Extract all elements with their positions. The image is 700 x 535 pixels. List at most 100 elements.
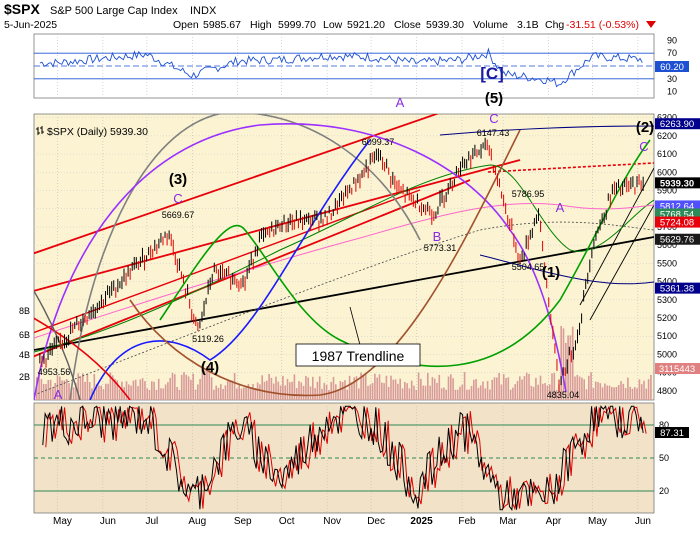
volume-bar [578, 376, 581, 400]
rsi-grid [34, 34, 654, 98]
volume-bar [185, 374, 188, 400]
right-value-tag [655, 363, 700, 374]
volume-bar [484, 388, 487, 400]
volume-bar [567, 335, 569, 400]
volume-bar [190, 379, 192, 400]
volume-bar [68, 383, 70, 400]
volume-bar [59, 376, 61, 400]
volume-bar [445, 389, 447, 400]
stoch-scale-label: 50 [659, 453, 669, 463]
price-scale-label: 6200 [657, 131, 677, 141]
price-label-5786: 5786.95 [512, 189, 545, 199]
volume-bar [194, 389, 197, 400]
price-scale-label: 5300 [657, 295, 677, 305]
volume-bar [588, 375, 590, 400]
volume-bar [507, 377, 510, 400]
volume-bar [144, 381, 146, 400]
open-value: 5985.67 [203, 19, 241, 31]
volume-bar [415, 389, 418, 400]
right-value-tag [655, 200, 700, 212]
volume-bar [42, 383, 45, 400]
green-ma [34, 164, 654, 353]
cycle-arc-left-gray [34, 289, 81, 400]
volume-bar [247, 384, 250, 400]
high-value: 5999.70 [278, 19, 316, 31]
volume-bar [275, 376, 277, 400]
volume-bar [88, 382, 91, 400]
wave-label-2-c: C [639, 139, 648, 154]
volume-bar [546, 385, 549, 400]
price-scale-label: 5600 [657, 240, 677, 250]
volume-bar [631, 388, 634, 400]
volume-bar [537, 384, 539, 400]
volume-bar [210, 377, 213, 400]
volume-bar [277, 381, 280, 400]
low-label: Low [323, 19, 343, 31]
volume-bar [325, 384, 328, 400]
volume-bar [383, 383, 385, 400]
date-tick-label: Aug [188, 516, 206, 527]
volume-bar [174, 374, 176, 400]
volume-bar [65, 379, 68, 400]
volume-bar [201, 365, 204, 400]
volume-bar [413, 385, 415, 400]
volume-bar [128, 384, 130, 400]
volume-bar [436, 382, 438, 400]
volume-bar [203, 370, 206, 400]
stochastic-pane: 80 50 20 87.31 [33, 402, 689, 514]
volume-bar [261, 375, 263, 400]
volume-bar [376, 377, 378, 400]
right-value-tag [655, 177, 700, 189]
red-resistance-dashed [487, 162, 654, 173]
volume-bar [151, 381, 153, 400]
volume-bar [371, 383, 374, 400]
date-tick-label: Jun [100, 516, 116, 527]
volume-bar [438, 374, 441, 400]
volume-bar [346, 389, 349, 400]
stoch-scale-label: 20 [659, 486, 669, 496]
volume-bar [146, 388, 148, 400]
volume-bar [157, 378, 160, 400]
volume-bar [291, 381, 293, 400]
volume-bar [300, 382, 303, 400]
cycle-arc-purple [34, 123, 567, 400]
volume-bar [272, 383, 275, 400]
volume-bar [530, 385, 533, 400]
volume-bar [178, 389, 181, 400]
volume-bar [569, 335, 572, 400]
volume-bar [429, 385, 431, 400]
volume-bar [109, 372, 112, 400]
volume-bar [555, 389, 558, 400]
price-label-4835: 4835.04 [547, 390, 580, 400]
price-legend-text: $SPX (Daily) 5939.30 [47, 126, 148, 138]
volume-bar [599, 383, 602, 400]
volume-bar [468, 389, 470, 400]
rsi-last-badge [655, 61, 689, 72]
date-tick-label: Feb [458, 516, 476, 527]
volume-bar [367, 385, 369, 400]
volume-bar [249, 387, 252, 400]
volume-bar [111, 375, 114, 400]
bar-chart-icon [36, 126, 44, 135]
close-value: 5939.30 [426, 19, 464, 31]
volume-bar [224, 385, 227, 400]
volume-bar [245, 387, 247, 400]
blue-ma-upper [439, 125, 654, 136]
volume-bar [307, 377, 309, 400]
date-tick-label: Apr [546, 516, 562, 527]
volume-bar [208, 364, 211, 400]
volume-bar [192, 373, 194, 400]
price-scale-label: 6000 [657, 167, 677, 177]
price-label-6147: 6147.43 [477, 128, 510, 138]
wave-label-3-c: C [173, 191, 182, 206]
volume-bar [440, 388, 443, 400]
volume-bar [100, 385, 102, 400]
volume-bar [374, 373, 376, 400]
volume-bar [482, 381, 484, 400]
volume-bar [148, 389, 151, 400]
volume-bar [514, 384, 516, 400]
high-label: High [250, 19, 272, 31]
volume-bar [160, 388, 162, 400]
volume-bar [54, 382, 56, 400]
